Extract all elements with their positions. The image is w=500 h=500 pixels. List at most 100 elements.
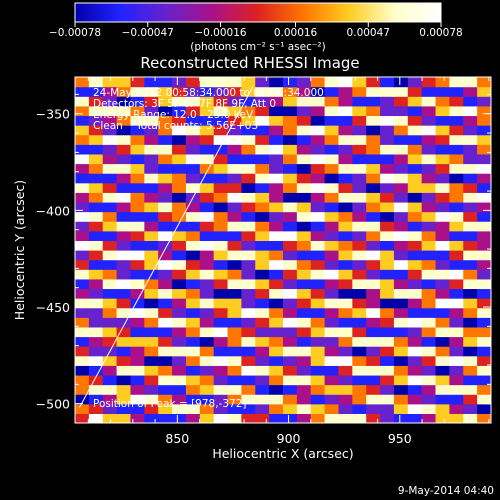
heatmap-cell <box>241 105 256 117</box>
heatmap-cell <box>310 221 326 232</box>
heatmap-cell <box>144 384 159 395</box>
heatmap-cell <box>227 173 242 184</box>
heatmap-cell <box>338 259 353 270</box>
heatmap-cell <box>213 86 229 97</box>
heatmap-cell <box>296 96 312 107</box>
heatmap-cell <box>158 374 173 386</box>
heatmap-cell <box>310 201 326 213</box>
heatmap-cell <box>172 250 187 261</box>
heatmap-cell <box>463 403 478 414</box>
heatmap-cell <box>435 86 450 97</box>
heatmap-cell <box>421 250 437 261</box>
heatmap-cell <box>75 86 90 97</box>
heatmap-cell <box>269 298 284 309</box>
heatmap-cell <box>241 240 256 251</box>
heatmap-cell <box>130 182 145 193</box>
heatmap-cell <box>352 221 367 232</box>
heatmap-cell <box>435 278 450 290</box>
heatmap-cell <box>310 307 326 318</box>
heatmap-cell <box>324 192 340 203</box>
heatmap-cell <box>158 163 173 174</box>
heatmap-cell <box>75 173 90 184</box>
heatmap-cell <box>283 86 298 97</box>
heatmap-cell <box>338 125 353 136</box>
heatmap-cell <box>380 77 395 88</box>
heatmap-cell <box>393 115 409 126</box>
heatmap-cell <box>185 298 201 309</box>
heatmap-cell <box>102 384 118 395</box>
heatmap-cell <box>352 355 367 366</box>
heatmap-cell <box>172 278 187 290</box>
heatmap-cell <box>185 144 201 155</box>
heatmap-cell <box>449 374 464 386</box>
heatmap-cell <box>310 317 326 328</box>
heatmap-cell <box>352 230 367 241</box>
heatmap-cell <box>324 86 340 97</box>
heatmap-cell <box>172 336 187 347</box>
heatmap-cell <box>477 182 491 193</box>
heatmap-cell <box>158 317 173 328</box>
heatmap-cell <box>393 192 409 203</box>
heatmap-cell <box>241 144 256 155</box>
heatmap-cell <box>130 288 145 299</box>
heatmap-cell <box>324 384 340 395</box>
heatmap-cell <box>366 250 381 261</box>
heatmap-cell <box>366 96 381 107</box>
heatmap-cell <box>172 346 187 357</box>
heatmap-cell <box>421 153 437 165</box>
heatmap-cell <box>75 201 90 213</box>
heatmap-cell <box>158 384 173 395</box>
heatmap-cell <box>185 134 201 145</box>
heatmap-cell <box>255 269 270 280</box>
heatmap-cell <box>116 221 132 232</box>
colorbar-tick-label: −0.00016 <box>194 27 247 39</box>
heatmap-cell <box>199 240 215 251</box>
heatmap-cell <box>380 163 395 174</box>
heatmap-cell <box>449 269 464 280</box>
heatmap-cell <box>366 269 381 280</box>
heatmap-cell <box>102 298 118 309</box>
heatmap-cell <box>380 86 395 97</box>
heatmap-cell <box>324 77 340 88</box>
heatmap-cell <box>255 336 270 347</box>
heatmap-cell <box>88 144 104 155</box>
heatmap-cell <box>172 374 187 386</box>
heatmap-cell <box>227 125 242 136</box>
heatmap-cell <box>463 259 478 270</box>
heatmap-cell <box>269 278 284 290</box>
heatmap-cell <box>269 115 284 126</box>
heatmap-cell <box>213 288 229 299</box>
heatmap-cell <box>283 192 298 203</box>
heatmap-cell <box>116 211 132 222</box>
heatmap-cell <box>407 403 423 414</box>
heatmap-cell <box>463 365 478 376</box>
heatmap-cell <box>477 86 491 97</box>
heatmap-cell <box>352 182 367 193</box>
heatmap-cell <box>144 77 159 88</box>
heatmap-cell <box>283 394 298 405</box>
heatmap-cell <box>241 173 256 184</box>
heatmap-cell <box>338 394 353 405</box>
heatmap-cell <box>172 259 187 270</box>
heatmap-cell <box>421 173 437 184</box>
heatmap-cell <box>75 336 90 347</box>
heatmap-cell <box>269 192 284 203</box>
heatmap-cell <box>435 144 450 155</box>
heatmap-cell <box>463 153 478 165</box>
heatmap-cell <box>158 125 173 136</box>
heatmap-cell <box>241 326 256 338</box>
heatmap-cell <box>88 374 104 386</box>
heatmap-cell <box>407 77 423 88</box>
heatmap-cell <box>172 355 187 366</box>
heatmap-cell <box>158 269 173 280</box>
heatmap-cell <box>185 250 201 261</box>
heatmap-cell <box>449 144 464 155</box>
heatmap-cell <box>366 355 381 366</box>
heatmap-cell <box>421 346 437 357</box>
heatmap-cell <box>366 278 381 290</box>
heatmap-cell <box>227 201 242 213</box>
heatmap-cell <box>199 394 215 405</box>
heatmap-cell <box>407 230 423 241</box>
heatmap-cell <box>380 269 395 280</box>
heatmap-cell <box>393 134 409 145</box>
